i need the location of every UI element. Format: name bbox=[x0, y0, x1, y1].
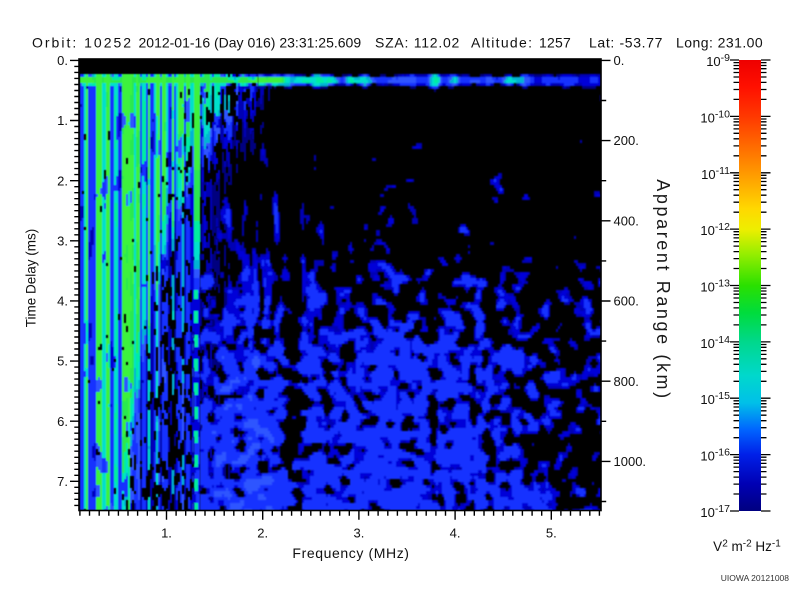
svg-text:10-9: 10-9 bbox=[706, 52, 730, 69]
svg-text:5.: 5. bbox=[57, 354, 68, 369]
svg-text:1.: 1. bbox=[161, 526, 172, 541]
svg-text:10-13: 10-13 bbox=[700, 278, 730, 295]
svg-text:Frequency (MHz): Frequency (MHz) bbox=[292, 545, 409, 561]
svg-text:V2 m-2 Hz-1: V2 m-2 Hz-1 bbox=[713, 539, 781, 555]
svg-text:Apparent Range (km): Apparent Range (km) bbox=[653, 179, 673, 400]
svg-text:10-15: 10-15 bbox=[700, 390, 730, 407]
svg-text:Lat: -53.77: Lat: -53.77 bbox=[589, 35, 663, 51]
svg-text:UIOWA 20121008: UIOWA 20121008 bbox=[721, 573, 789, 583]
svg-text:10-12: 10-12 bbox=[700, 221, 730, 238]
svg-text:SZA: 112.02: SZA: 112.02 bbox=[375, 35, 460, 51]
svg-text:10-14: 10-14 bbox=[700, 334, 730, 351]
svg-text:0.: 0. bbox=[614, 53, 625, 68]
svg-text:10-11: 10-11 bbox=[701, 165, 730, 182]
svg-text:5.: 5. bbox=[546, 526, 557, 541]
svg-text:4.: 4. bbox=[450, 526, 461, 541]
svg-text:1000.: 1000. bbox=[614, 454, 647, 469]
svg-text:3.: 3. bbox=[57, 233, 68, 248]
svg-text:0.: 0. bbox=[57, 53, 68, 68]
svg-text:1257: 1257 bbox=[539, 35, 571, 51]
svg-text:2012-01-16 (Day 016) 23:31:25.: 2012-01-16 (Day 016) 23:31:25.609 bbox=[139, 35, 362, 51]
svg-text:3.: 3. bbox=[353, 526, 364, 541]
svg-text:10-17: 10-17 bbox=[700, 503, 730, 520]
svg-text:10-16: 10-16 bbox=[700, 447, 730, 464]
svg-text:Altitude:: Altitude: bbox=[471, 35, 533, 51]
svg-text:Orbit: 10252: Orbit: 10252 bbox=[32, 35, 133, 51]
svg-text:1.: 1. bbox=[57, 113, 68, 128]
svg-text:7.: 7. bbox=[57, 474, 68, 489]
svg-text:600.: 600. bbox=[614, 294, 639, 309]
svg-text:6.: 6. bbox=[57, 414, 68, 429]
svg-text:10-10: 10-10 bbox=[700, 108, 730, 125]
svg-text:Long: 231.00: Long: 231.00 bbox=[676, 35, 763, 51]
svg-text:800.: 800. bbox=[614, 374, 639, 389]
svg-text:2.: 2. bbox=[257, 526, 268, 541]
svg-text:4.: 4. bbox=[57, 294, 68, 309]
svg-text:400.: 400. bbox=[614, 213, 639, 228]
svg-text:200.: 200. bbox=[614, 133, 639, 148]
svg-text:2.: 2. bbox=[57, 173, 68, 188]
svg-text:Time Delay (ms): Time Delay (ms) bbox=[24, 229, 39, 328]
